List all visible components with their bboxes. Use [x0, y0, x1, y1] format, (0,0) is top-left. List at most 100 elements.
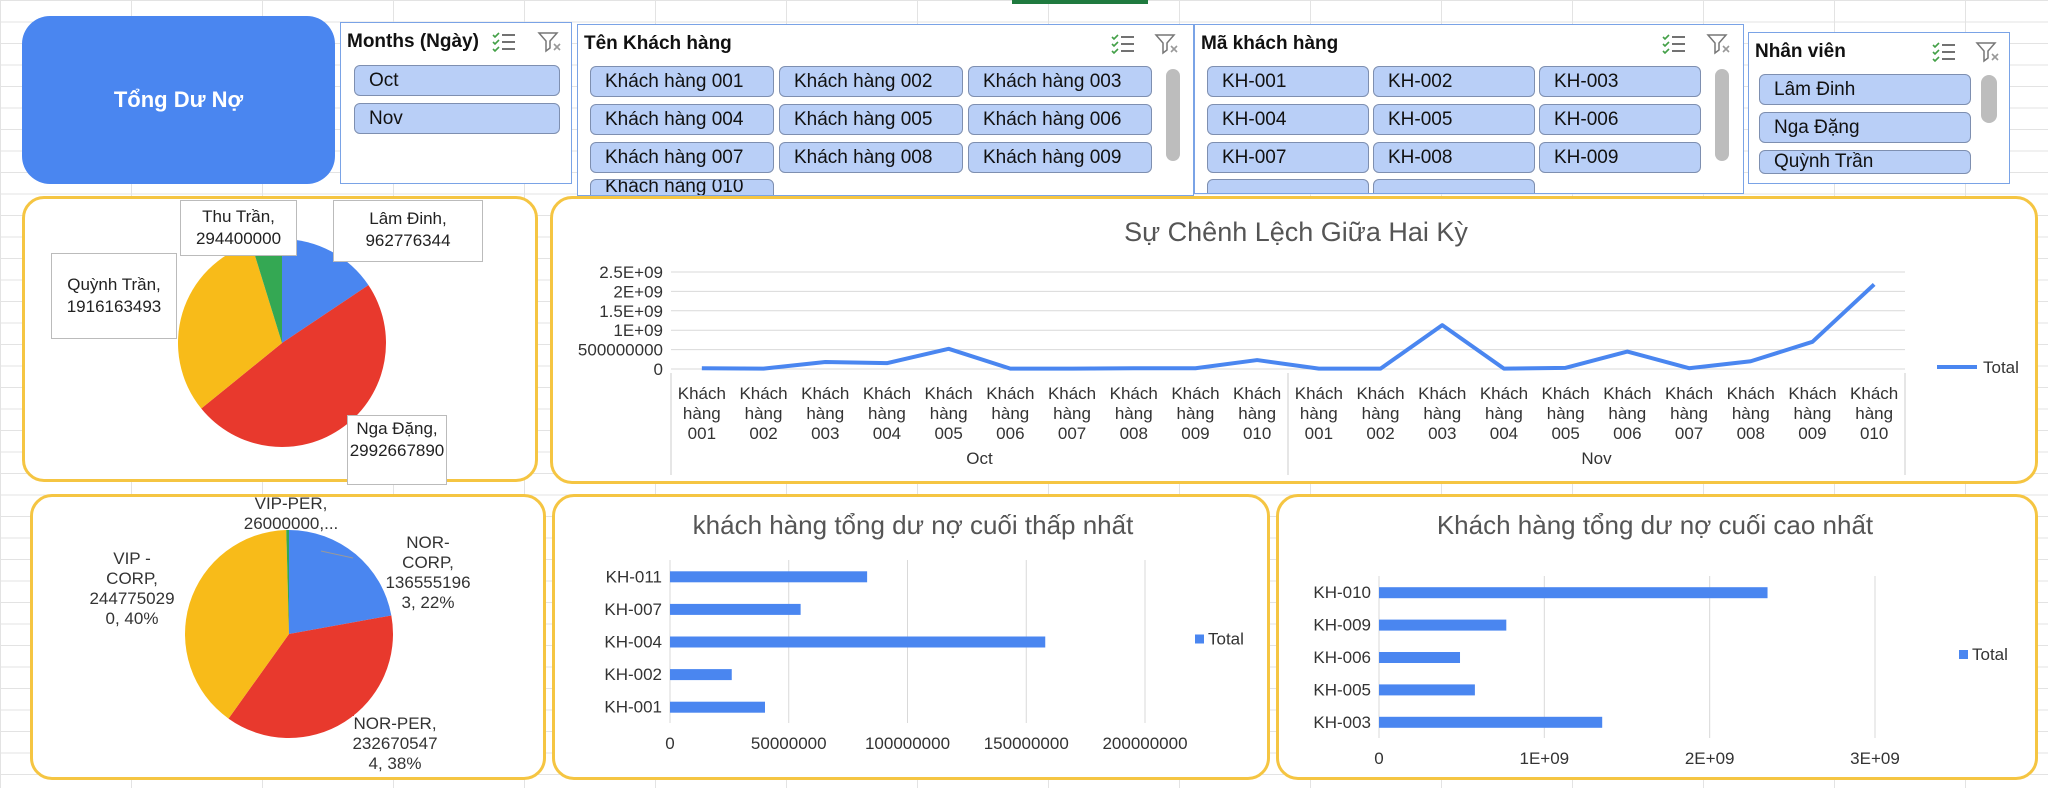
multiselect-icon[interactable] [1661, 32, 1687, 56]
data-label: VIP-PER, 26000000,... [244, 497, 339, 533]
slicer-item-nov[interactable]: Nov [354, 103, 560, 134]
x-tick-label: Khách hàng 006 [986, 384, 1034, 443]
group-label: Oct [966, 449, 993, 468]
slicer-item-code[interactable]: KH-007 [1207, 142, 1369, 173]
slicer-item-code-partial[interactable] [1207, 179, 1369, 193]
slicer-item-code[interactable]: KH-006 [1539, 104, 1701, 135]
x-tick-label: 200000000 [1102, 734, 1187, 753]
y-tick-label: KH-003 [1313, 713, 1371, 732]
bar [670, 669, 732, 681]
slicer-item-code[interactable]: KH-003 [1539, 66, 1701, 97]
slicer-scrollbar[interactable] [1715, 69, 1729, 161]
slicer-item-staff[interactable]: Quỳnh Trần [1759, 150, 1971, 174]
y-tick-label: KH-006 [1313, 648, 1371, 667]
slicer-item-customer[interactable]: Khách hàng 006 [968, 104, 1152, 135]
clear-filter-icon[interactable] [1706, 32, 1732, 56]
slicer-months-title: Months (Ngày) [347, 31, 479, 52]
difference-line-chart: Sự Chênh Lệch Giữa Hai Kỳ 05000000001E+09… [578, 217, 2019, 475]
slicer-customer-code[interactable]: Mã khách hàng KH-001 KH-002 KH-003 KH-00… [1194, 24, 1744, 194]
y-tick-label: 500000000 [578, 341, 663, 360]
data-label: VIP -CORP, 244775029 0, 40% [89, 549, 174, 628]
bar [670, 603, 801, 615]
slicer-item-customer[interactable]: Khách hàng 001 [590, 66, 774, 97]
slicer-item-oct[interactable]: Oct [354, 65, 560, 96]
y-tick-label: KH-010 [1313, 583, 1371, 602]
slicer-item-customer[interactable]: Khách hàng 005 [779, 104, 963, 135]
legend-swatch [1959, 650, 1968, 659]
bar [1379, 684, 1475, 696]
multiselect-icon[interactable] [491, 30, 517, 54]
panel-segment-pie[interactable]: NOR-CORP, 136555196 3, 22% NOR-PER, 23267054… [30, 494, 546, 780]
y-tick-label: 1.5E+09 [599, 302, 663, 321]
x-tick-label: Khách hàng 009 [1171, 384, 1219, 443]
x-tick-label: 150000000 [984, 734, 1069, 753]
segment-pie-chart: NOR-CORP, 136555196 3, 22% NOR-PER, 23267054… [89, 497, 470, 773]
slicer-item-code[interactable]: KH-008 [1373, 142, 1535, 173]
data-label: Lâm Đinh, 962776344 [333, 200, 483, 262]
x-tick-label: 2E+09 [1685, 749, 1735, 768]
multiselect-icon[interactable] [1110, 32, 1136, 56]
x-tick-label: 0 [1374, 749, 1383, 768]
slicer-customer-name-title: Tên Khách hàng [584, 33, 732, 54]
slicer-item-customer-partial[interactable]: Khách hàng 010 [590, 179, 774, 195]
pie-slice [228, 615, 393, 738]
x-tick-label: Khách hàng 002 [739, 384, 787, 443]
slicer-item-customer[interactable]: Khách hàng 008 [779, 142, 963, 173]
bar [1379, 652, 1461, 663]
data-label: NOR-CORP, 136555196 3, 22% [385, 533, 470, 612]
x-tick-label: 1E+09 [1520, 749, 1570, 768]
selected-cell-indicator [1012, 0, 1148, 4]
total-debt-label: Tổng Dư Nợ [113, 87, 244, 112]
x-tick-label: Khách hàng 009 [1788, 384, 1836, 443]
panel-lowest-debt-bar[interactable]: khách hàng tổng dư nợ cuối thấp nhất 0 500… [552, 494, 1270, 780]
x-tick-label: Khách hàng 001 [1295, 384, 1343, 443]
panel-highest-debt-bar[interactable]: Khách hàng tổng dư nợ cuối cao nhất 0 1E+0… [1276, 494, 2038, 780]
x-tick-label: Khách hàng 007 [1665, 384, 1713, 443]
clear-filter-icon[interactable] [1975, 40, 2001, 64]
slicer-item-code[interactable]: KH-004 [1207, 104, 1369, 135]
leader-line [320, 550, 354, 559]
slicer-scrollbar[interactable] [1981, 75, 1997, 123]
x-tick-label: Khách hàng 005 [925, 384, 973, 443]
chart-title: Sự Chênh Lệch Giữa Hai Kỳ [1124, 217, 1468, 247]
total-debt-button[interactable]: Tổng Dư Nợ [22, 16, 335, 184]
slicer-item-customer[interactable]: Khách hàng 002 [779, 66, 963, 97]
staff-pie-chart [178, 239, 386, 447]
slicer-item-code-partial[interactable] [1373, 179, 1535, 193]
legend-label: Total [1208, 630, 1244, 649]
clear-filter-icon[interactable] [1154, 32, 1180, 56]
multiselect-icon[interactable] [1931, 40, 1957, 64]
lowest-debt-bar-chart: khách hàng tổng dư nợ cuối thấp nhất 0 500… [604, 510, 1244, 753]
slicer-item-customer[interactable]: Khách hàng 007 [590, 142, 774, 173]
slicer-item-customer[interactable]: Khách hàng 004 [590, 104, 774, 135]
slicer-staff[interactable]: Nhân viên Lâm Đinh Nga Đặng Quỳnh Trần [1748, 32, 2010, 184]
clear-filter-icon[interactable] [537, 30, 563, 54]
slicer-item-code[interactable]: KH-002 [1373, 66, 1535, 97]
data-label: Nga Đặng, 2992667890 [347, 415, 447, 485]
slicer-item-staff[interactable]: Lâm Đinh [1759, 74, 1971, 105]
slicer-item-customer[interactable]: Khách hàng 003 [968, 66, 1152, 97]
slicer-item-code[interactable]: KH-001 [1207, 66, 1369, 97]
x-tick-label: Khách hàng 002 [1356, 384, 1404, 443]
slicer-customer-name[interactable]: Tên Khách hàng Khách hàng 001 Khách hàng… [577, 24, 1194, 196]
bar [1379, 716, 1603, 728]
panel-staff-pie[interactable]: Thu Trần, 294400000 Lâm Đinh, 962776344 … [22, 196, 538, 485]
pie-slice [282, 239, 369, 343]
pie-slice [289, 530, 392, 634]
slicer-scrollbar[interactable] [1166, 69, 1180, 161]
slicer-item-code[interactable]: KH-005 [1373, 104, 1535, 135]
slicer-customer-code-title: Mã khách hàng [1201, 33, 1339, 54]
slicer-item-staff[interactable]: Nga Đặng [1759, 112, 1971, 143]
y-tick-label: KH-005 [1313, 680, 1371, 699]
slicer-item-customer[interactable]: Khách hàng 009 [968, 142, 1152, 173]
y-tick-label: 2.5E+09 [599, 263, 663, 282]
x-tick-label: Khách hàng 007 [1048, 384, 1096, 443]
panel-difference-line[interactable]: Sự Chênh Lệch Giữa Hai Kỳ 0 500000000 1E+09… [550, 196, 2038, 484]
highest-debt-bar-chart: Khách hàng tổng dư nợ cuối cao nhất 0 1E+0… [1313, 510, 2008, 768]
slicer-months[interactable]: Months (Ngày) Oct Nov [340, 22, 572, 184]
pie-slice [251, 239, 282, 343]
slicer-item-code[interactable]: KH-009 [1539, 142, 1701, 173]
x-tick-label: Khách hàng 003 [1418, 384, 1466, 443]
bar [670, 701, 765, 713]
data-label: NOR-PER, 232670547 4, 38% [352, 714, 437, 773]
